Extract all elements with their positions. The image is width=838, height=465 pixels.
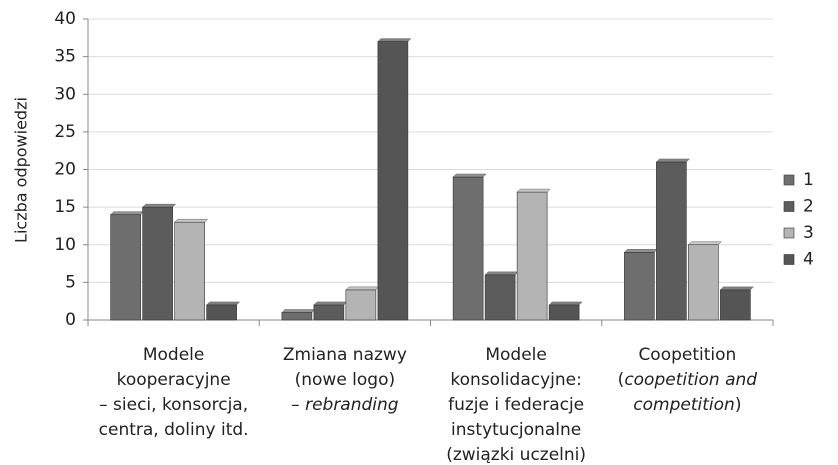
- bar-top: [452, 173, 487, 178]
- x-tick-label-line: instytucjonalne: [451, 420, 581, 440]
- bar: [656, 161, 687, 321]
- x-tick-label-part: instytucjonalne: [451, 420, 581, 440]
- legend-swatch: [783, 254, 795, 265]
- x-tick-label-line: – rebranding: [291, 395, 399, 415]
- y-tick-label: 5: [65, 272, 76, 292]
- bar-top: [655, 158, 690, 163]
- bar-top: [687, 241, 722, 245]
- bar-top: [206, 301, 241, 306]
- x-tick-label-line: (nowe logo): [295, 370, 396, 390]
- x-tick-label-line: – sieci, konsorcja,: [99, 395, 248, 415]
- bar: [688, 244, 719, 321]
- bar-top: [174, 218, 209, 223]
- bar: [174, 221, 205, 321]
- y-tick-label: 10: [54, 235, 76, 255]
- legend-label: 2: [803, 197, 814, 217]
- legend-swatch: [783, 227, 795, 239]
- x-tick-label-part: – sieci, konsorcja,: [99, 395, 248, 415]
- bar: [548, 304, 580, 321]
- bar: [720, 289, 751, 321]
- x-tick-label: Zmiana nazwy (nowe logo) – rebranding: [283, 345, 407, 415]
- bar-top: [719, 286, 754, 291]
- y-tick-label: 20: [54, 160, 76, 180]
- legend-swatch: [783, 174, 795, 186]
- bar: [624, 251, 655, 321]
- bar-top: [484, 271, 519, 276]
- x-tick-label-part: (związki uczelni): [446, 445, 586, 465]
- x-tick-label-line: Coopetition: [638, 345, 736, 365]
- x-tick-label-line: Zmiana nazwy: [283, 345, 407, 365]
- x-tick-label-line: (coopetition and: [618, 370, 758, 390]
- x-tick-label-line: konsolidacyjne:: [450, 370, 581, 390]
- x-tick-label-line: (związki uczelni): [446, 445, 586, 465]
- bar-top: [345, 286, 380, 291]
- y-axis-label: Liczba odpowiedzi: [12, 97, 31, 243]
- bar-top: [142, 203, 177, 208]
- bar-top: [548, 301, 583, 306]
- y-tick-label: 0: [65, 310, 76, 330]
- x-tick-label-line: competition): [633, 395, 741, 415]
- x-tick-label-part: (: [618, 370, 625, 390]
- x-tick-label-part: coopetition and: [624, 370, 757, 390]
- x-tick-label-line: kooperacyjne: [117, 370, 231, 390]
- bar-top: [377, 38, 412, 42]
- bar: [281, 312, 313, 321]
- x-tick-label-part: kooperacyjne: [117, 370, 231, 390]
- bar: [142, 206, 173, 321]
- x-tick-label-part: Modele: [143, 345, 205, 365]
- bar: [452, 176, 484, 321]
- legend-label: 4: [803, 250, 814, 270]
- x-tick-label-part: Coopetition: [638, 345, 736, 365]
- x-tick-label-part: centra, doliny itd.: [99, 420, 249, 440]
- x-tick-label-part: –: [291, 395, 305, 415]
- bar: [377, 41, 409, 321]
- y-tick-label: 30: [54, 84, 76, 104]
- bar-top: [623, 249, 658, 253]
- x-tick-label: Modele kooperacyjne – sieci, konsorcja, cen…: [99, 345, 249, 440]
- bar: [206, 304, 237, 321]
- x-tick-label-part: (nowe logo): [295, 370, 396, 390]
- x-tick-label: Modele konsolidacyjne: fuzje i federacje in…: [446, 345, 586, 465]
- y-tick-label: 40: [54, 9, 76, 29]
- bar-top: [281, 309, 316, 313]
- x-tick-label-part: ): [735, 395, 742, 415]
- bar-top: [516, 188, 551, 193]
- x-tick-label-line: centra, doliny itd.: [99, 420, 249, 440]
- x-tick-label-part: rebranding: [305, 395, 399, 415]
- legend-label: 1: [803, 170, 814, 190]
- x-tick-label-part: Zmiana nazwy: [283, 345, 407, 365]
- y-tick-label: 25: [54, 122, 76, 142]
- bar: [516, 191, 548, 321]
- bar: [345, 289, 377, 321]
- x-tick-label-part: competition: [633, 395, 735, 415]
- x-tick-label-line: Modele: [143, 345, 205, 365]
- bar: [110, 214, 141, 321]
- x-tick-label: Coopetition (coopetition and competition): [618, 345, 758, 415]
- y-tick-label: 15: [54, 197, 76, 217]
- x-tick-label-part: konsolidacyjne:: [450, 370, 581, 390]
- bar: [313, 304, 345, 321]
- bar-top: [313, 301, 348, 306]
- bar: [484, 274, 516, 321]
- x-tick-label-part: fuzje i federacje: [448, 395, 584, 415]
- x-tick-label-part: Modele: [485, 345, 547, 365]
- x-tick-label-line: fuzje i federacje: [448, 395, 584, 415]
- y-tick-label: 35: [54, 47, 76, 67]
- bar-top: [110, 211, 145, 215]
- legend-label: 3: [803, 223, 814, 243]
- x-tick-label-line: Modele: [485, 345, 547, 365]
- legend-swatch: [783, 201, 795, 212]
